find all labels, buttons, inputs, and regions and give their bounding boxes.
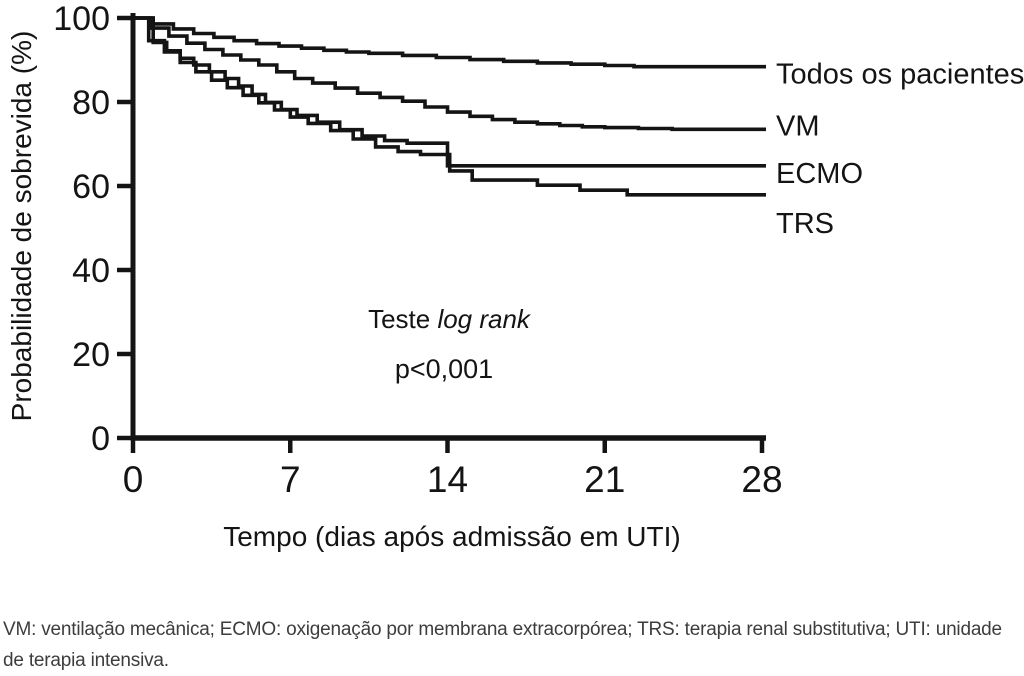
curve-todos-os-pacientes (133, 16, 766, 69)
curve-label-vm: VM (776, 110, 820, 142)
y-tick-label: 60 (72, 168, 110, 206)
x-axis-ticks: 0 7 14 21 28 (123, 440, 783, 500)
curve-labels: Todos os pacientes VM ECMO TRS (776, 59, 1024, 240)
x-tick-label: 0 (123, 459, 144, 500)
y-tick-label: 80 (72, 84, 110, 122)
figure-footnote: VM: ventilação mecânica; ECMO: oxigenaçã… (3, 619, 1002, 671)
curve-label-todos-os-pacientes: Todos os pacientes (776, 59, 1024, 91)
curve-trs (133, 16, 766, 197)
y-tick-label: 40 (72, 252, 110, 290)
y-tick-label: 100 (53, 0, 110, 38)
x-tick-label: 28 (741, 459, 782, 500)
log-rank-annotation: Teste log rank (368, 304, 532, 334)
curve-vm (133, 16, 766, 132)
survival-curves (133, 16, 766, 197)
x-tick-label: 21 (584, 459, 625, 500)
x-tick-label: 7 (280, 459, 301, 500)
p-value-annotation: p<0,001 (395, 354, 493, 384)
survival-chart: Probabilidade de sobrevida (%) 0 20 40 60 80… (6, 0, 1024, 552)
curve-label-trs: TRS (776, 208, 834, 240)
y-tick-label: 0 (91, 420, 110, 458)
y-axis-ticks: 0 20 40 60 80 100 (53, 0, 131, 458)
log-rank-annotation-prefix: Teste (368, 304, 437, 334)
log-rank-annotation-italic: log rank (437, 304, 531, 334)
curve-label-ecmo: ECMO (776, 158, 863, 190)
y-tick-label: 20 (72, 336, 110, 374)
y-axis-title: Probabilidade de sobrevida (%) (6, 31, 37, 422)
x-axis-title: Tempo (dias após admissão em UTI) (223, 521, 681, 552)
curve-ecmo (133, 16, 766, 168)
x-tick-label: 14 (427, 459, 468, 500)
